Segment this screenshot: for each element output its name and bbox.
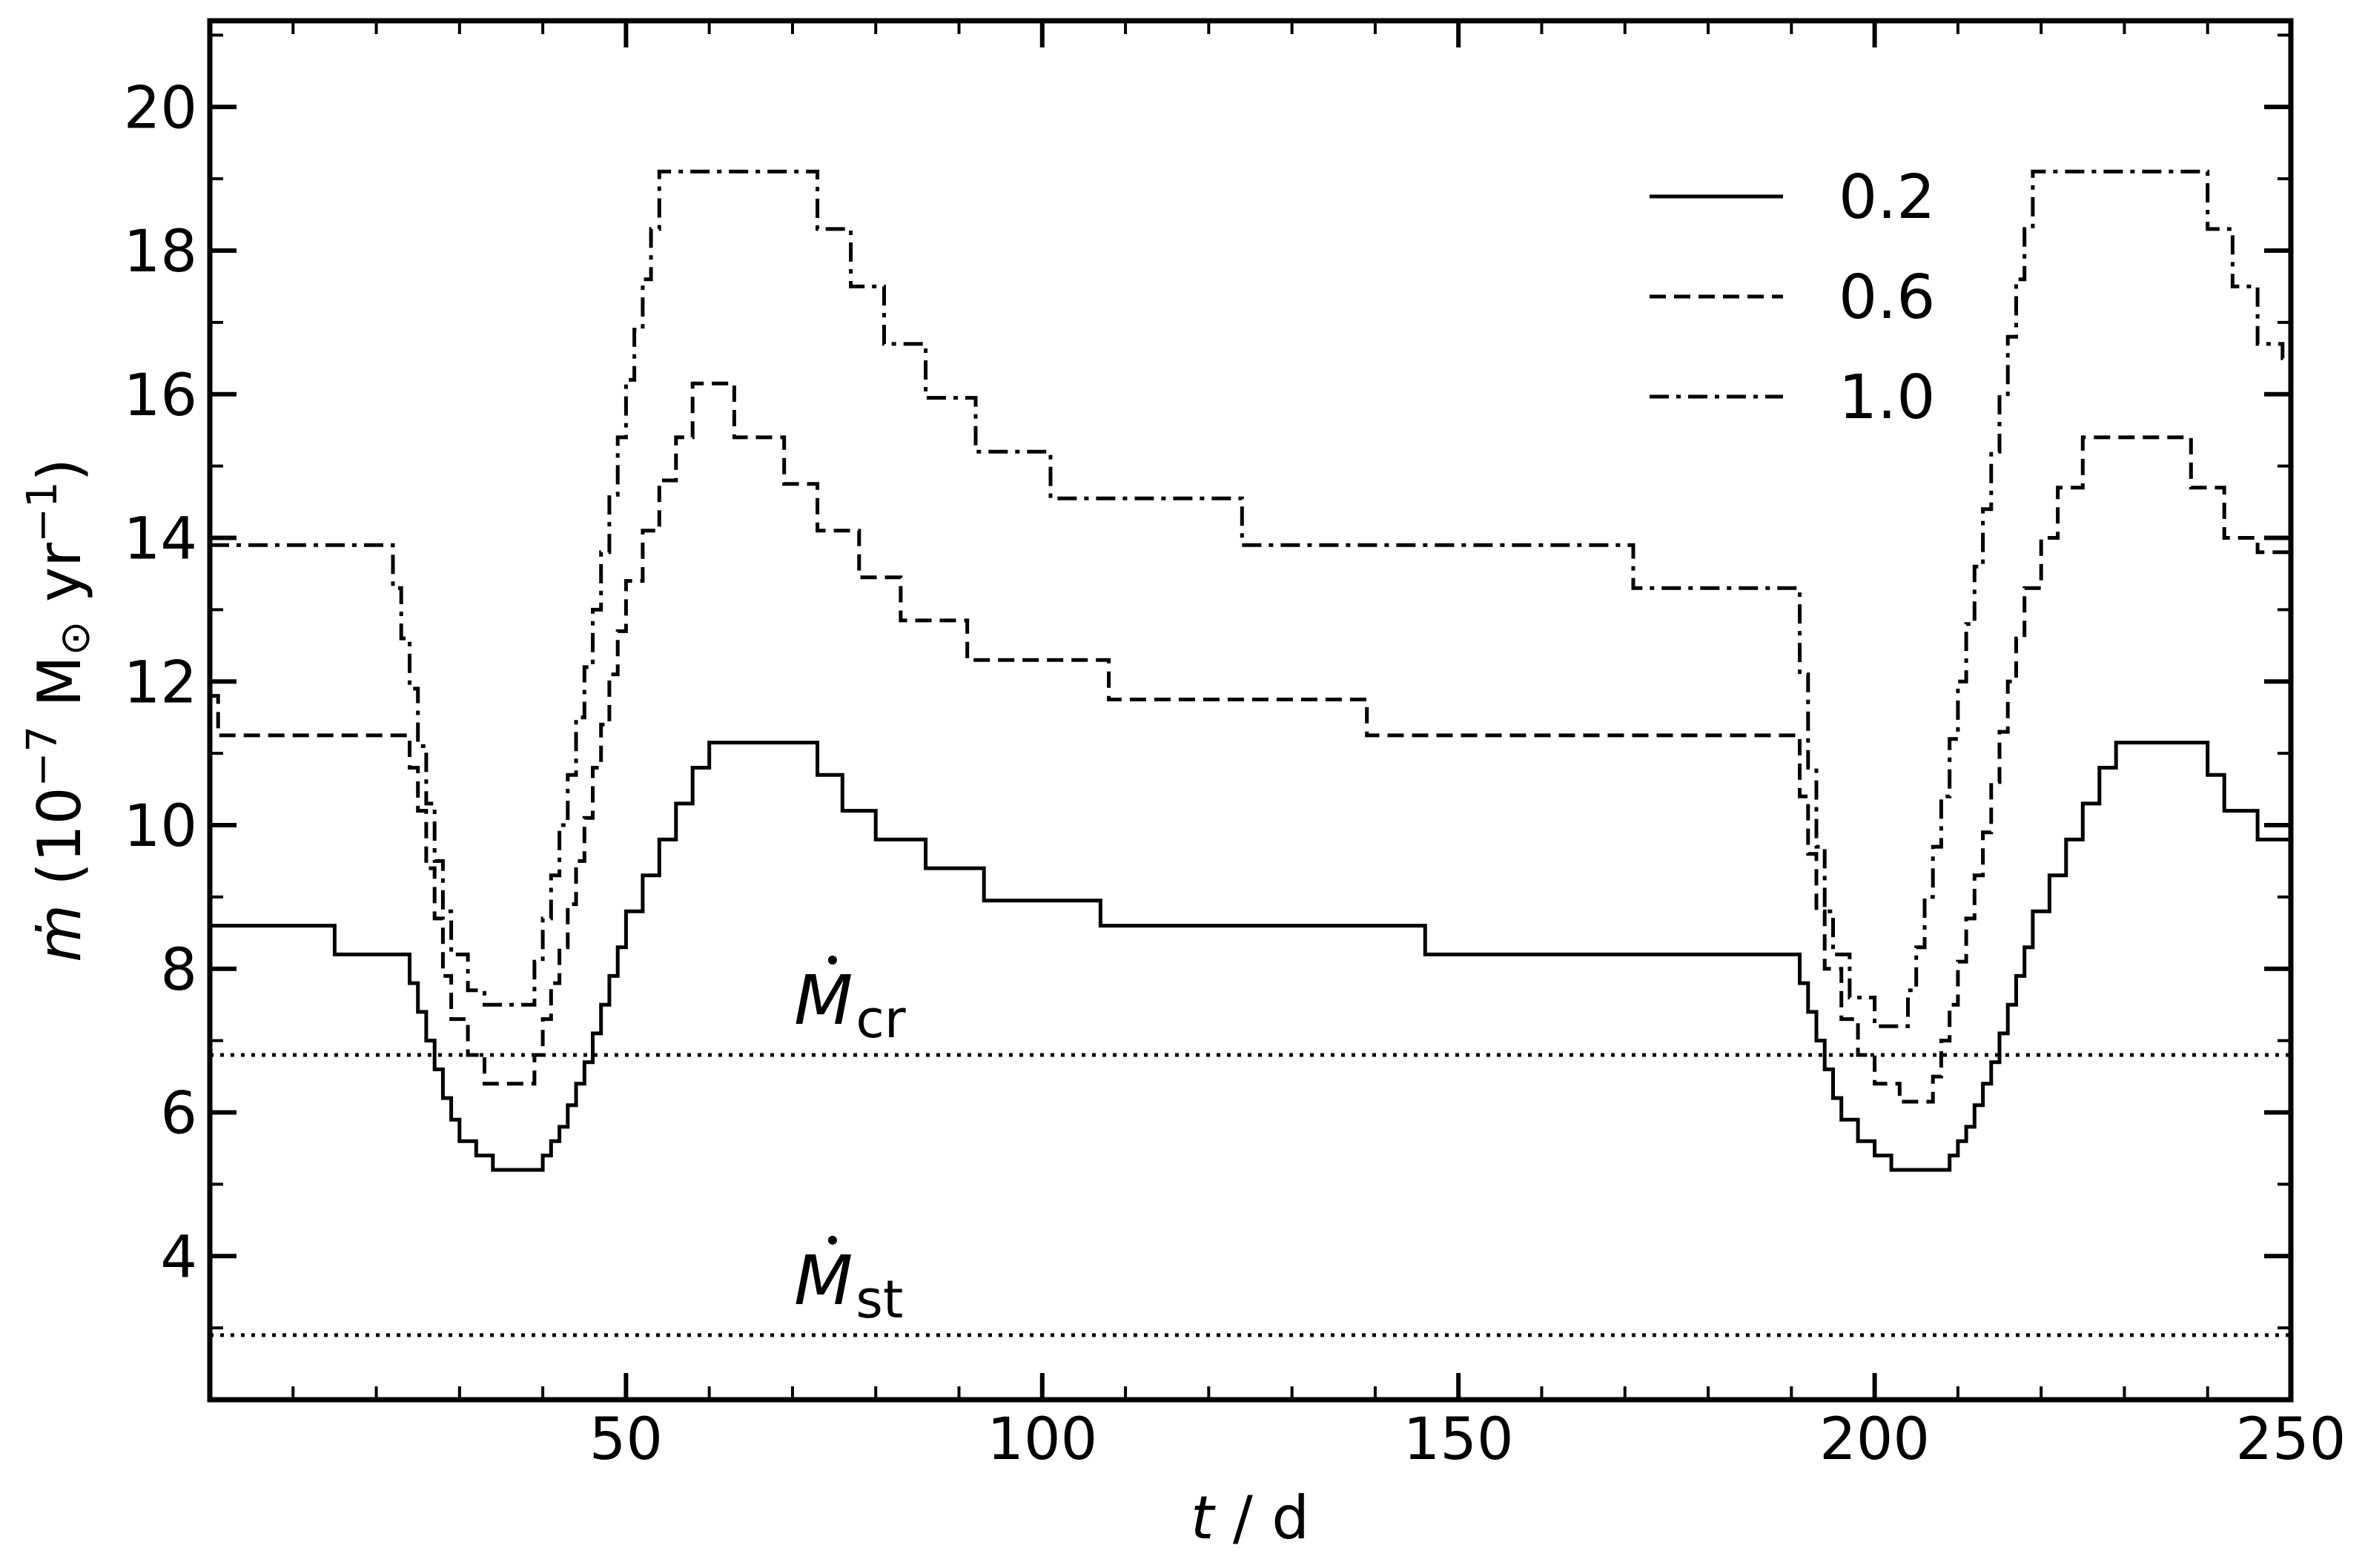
x-tick-label: 200: [1819, 1406, 1930, 1473]
x-tick-label: 250: [2236, 1406, 2346, 1473]
annotation-main: M: [794, 961, 853, 1040]
y-axis-unit: (10: [25, 787, 94, 904]
y-tick-label: 12: [124, 649, 197, 716]
series-line-1-0: [210, 169, 2291, 1028]
y-tick-label: 18: [124, 219, 197, 285]
annotation-mcr: Mcr: [794, 961, 906, 1050]
y-tick-label: 16: [124, 363, 197, 429]
legend-label-1-0: 1.0: [1839, 363, 1935, 433]
series-line-0-6: [210, 381, 2291, 1104]
annotation-dot: [827, 1235, 837, 1245]
x-axis-sep: /: [1214, 1483, 1271, 1552]
y-axis-unit: M: [25, 655, 94, 725]
x-axis-title: t / d: [1191, 1483, 1309, 1552]
y-axis-title: ṁ (10−7 M⊙ yr−1): [19, 458, 99, 962]
reference-lines: [210, 1053, 2291, 1337]
x-tick-label: 150: [1403, 1406, 1514, 1473]
annotation-sub: st: [856, 1269, 903, 1330]
x-axis-var: t: [1191, 1483, 1216, 1552]
y-axis-var: ṁ: [25, 904, 94, 962]
y-tick-label: 4: [160, 1224, 197, 1291]
annotation-main: M: [794, 1241, 853, 1320]
y-tick-label: 8: [160, 937, 197, 1004]
y-tick-label: 14: [124, 506, 197, 573]
annotation-dot: [827, 956, 837, 965]
y-axis-unit: ): [25, 458, 94, 481]
annotation-sub: cr: [856, 989, 905, 1050]
legend-label-0-6: 0.6: [1839, 262, 1935, 333]
y-axis-exp: −7: [19, 726, 67, 787]
series-group: [210, 169, 2291, 1172]
x-tick-label: 50: [589, 1406, 663, 1473]
axis-ticks: [210, 21, 2293, 1400]
x-axis-unit: d: [1271, 1483, 1309, 1552]
y-axis-sun-sub: ⊙: [51, 621, 99, 656]
y-tick-label: 20: [124, 75, 197, 142]
series-line-0-2: [210, 741, 2291, 1172]
plot-frame: [207, 18, 2294, 1403]
y-axis-exp: −1: [19, 481, 67, 543]
x-tick-label: 100: [987, 1406, 1097, 1473]
y-tick-label: 6: [160, 1081, 197, 1148]
legend: 0.2 0.6 1.0: [1650, 162, 1935, 433]
tick-labels: 50 100 150 200 250 4 6 8 10 12 14 16 18 20: [124, 75, 2346, 1473]
y-axis-unit: yr: [25, 543, 94, 621]
annotation-mst: Mst: [794, 1241, 903, 1330]
y-tick-label: 10: [124, 793, 197, 860]
legend-label-0-2: 0.2: [1839, 162, 1935, 233]
